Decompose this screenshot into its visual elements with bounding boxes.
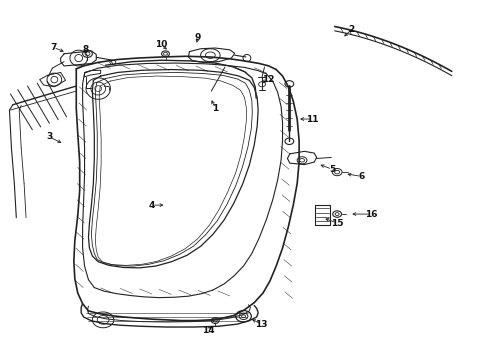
- Text: 13: 13: [255, 320, 267, 329]
- Text: 5: 5: [328, 165, 335, 174]
- Text: 9: 9: [195, 33, 201, 42]
- Text: 4: 4: [148, 201, 155, 210]
- Text: 6: 6: [358, 172, 364, 181]
- Text: 14: 14: [201, 326, 214, 335]
- Text: 1: 1: [212, 104, 218, 113]
- Text: 12: 12: [261, 75, 274, 84]
- Text: 15: 15: [330, 219, 343, 228]
- Text: 16: 16: [364, 210, 377, 219]
- Text: 3: 3: [46, 132, 53, 141]
- Text: 10: 10: [155, 40, 167, 49]
- Text: 8: 8: [83, 45, 89, 54]
- Text: 7: 7: [50, 43, 57, 52]
- Text: 11: 11: [306, 114, 318, 123]
- Text: 2: 2: [348, 25, 354, 34]
